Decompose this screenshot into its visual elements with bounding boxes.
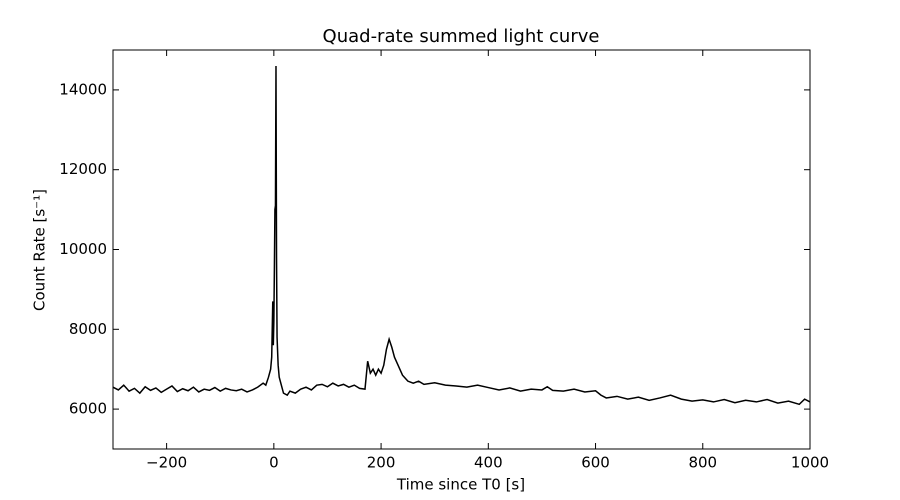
x-tick-label: 800 [688, 454, 717, 472]
x-tick-label: −200 [146, 454, 187, 472]
y-tick-label: 6000 [69, 400, 107, 418]
y-tick-label: 8000 [69, 320, 107, 338]
y-tick-label: 14000 [59, 80, 107, 98]
x-tick-label: 600 [581, 454, 610, 472]
x-tick-label: 200 [367, 454, 396, 472]
y-axis-label: Count Rate [s⁻¹] [31, 189, 49, 311]
x-axis-label: Time since T0 [s] [396, 476, 525, 494]
x-tick-label: 400 [474, 454, 503, 472]
light-curve [112, 65, 811, 406]
x-tick-label: 0 [269, 454, 279, 472]
chart-title: Quad-rate summed light curve [323, 26, 600, 47]
y-tick-label: 12000 [59, 160, 107, 178]
y-tick-label: 10000 [59, 240, 107, 258]
x-tick-label: 1000 [791, 454, 829, 472]
